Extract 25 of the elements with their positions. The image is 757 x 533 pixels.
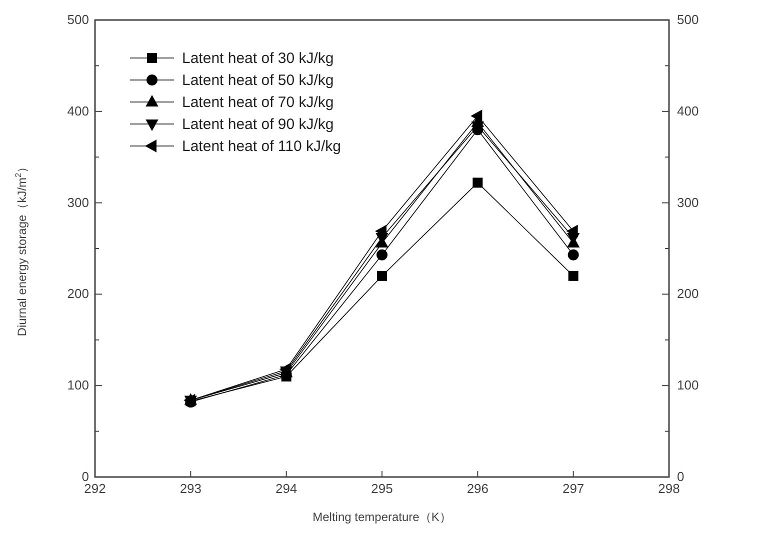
y2-tick-label: 100 bbox=[677, 378, 699, 393]
y-tick-label: 100 bbox=[67, 378, 89, 393]
x-tick-label: 293 bbox=[180, 481, 202, 496]
legend-label: Latent heat of 110 kJ/kg bbox=[182, 138, 342, 155]
legend-label: Latent heat of 70 kJ/kg bbox=[182, 94, 334, 111]
y2-tick-label: 500 bbox=[677, 12, 699, 27]
y2-tick-label: 0 bbox=[677, 469, 684, 484]
x-axis-title: Melting temperature（K） bbox=[312, 510, 452, 524]
x-tick-label: 298 bbox=[658, 481, 680, 496]
x-tick-label: 296 bbox=[466, 481, 489, 496]
x-tick-label: 294 bbox=[275, 481, 298, 496]
y-tick-label: 0 bbox=[82, 469, 89, 484]
y-tick-label: 200 bbox=[67, 286, 89, 302]
x-tick-label: 292 bbox=[84, 481, 106, 496]
y2-tick-label: 300 bbox=[677, 194, 699, 210]
y-tick-label: 300 bbox=[67, 194, 89, 210]
x-tick-label: 297 bbox=[562, 481, 584, 496]
y2-tick-label: 200 bbox=[677, 286, 699, 302]
y2-tick-label: 400 bbox=[677, 103, 699, 118]
legend-label: Latent heat of 50 kJ/kg bbox=[182, 72, 334, 89]
y-tick-label: 400 bbox=[67, 103, 89, 118]
x-tick-label: 295 bbox=[371, 481, 393, 496]
legend-label: Latent heat of 30 kJ/kg bbox=[182, 50, 334, 67]
y-tick-label: 500 bbox=[67, 12, 89, 27]
legend-label: Latent heat of 90 kJ/kg bbox=[182, 116, 334, 133]
